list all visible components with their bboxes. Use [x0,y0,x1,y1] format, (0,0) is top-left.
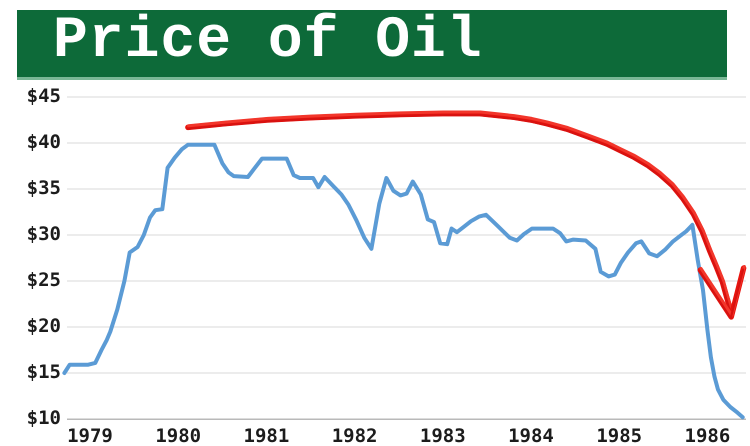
y-tick-label: $20 [27,315,61,337]
x-tick-label: 1980 [155,425,201,446]
x-tick-label: 1985 [596,425,642,446]
price-line [62,142,745,420]
y-tick-label: $10 [27,407,61,429]
y-tick-label: $30 [27,223,61,245]
annotation-line [187,110,734,313]
y-tick-label: $25 [27,269,61,291]
title-banner: Price of Oil [17,10,727,80]
x-tick-label: 1979 [67,425,113,446]
x-tick-label: 1981 [244,425,290,446]
y-tick-label: $35 [27,177,61,199]
y-tick-label: $15 [27,361,61,383]
annotation-tip-stroke [698,268,745,320]
x-tick-label: 1982 [332,425,378,446]
y-tick-label: $45 [27,85,61,107]
x-tick-label: 1986 [685,425,731,446]
y-tick-label: $40 [27,131,61,153]
page-title: Price of Oil [53,8,483,74]
annotation-line [186,113,732,315]
x-tick-label: 1983 [420,425,466,446]
x-tick-label: 1984 [508,425,554,446]
